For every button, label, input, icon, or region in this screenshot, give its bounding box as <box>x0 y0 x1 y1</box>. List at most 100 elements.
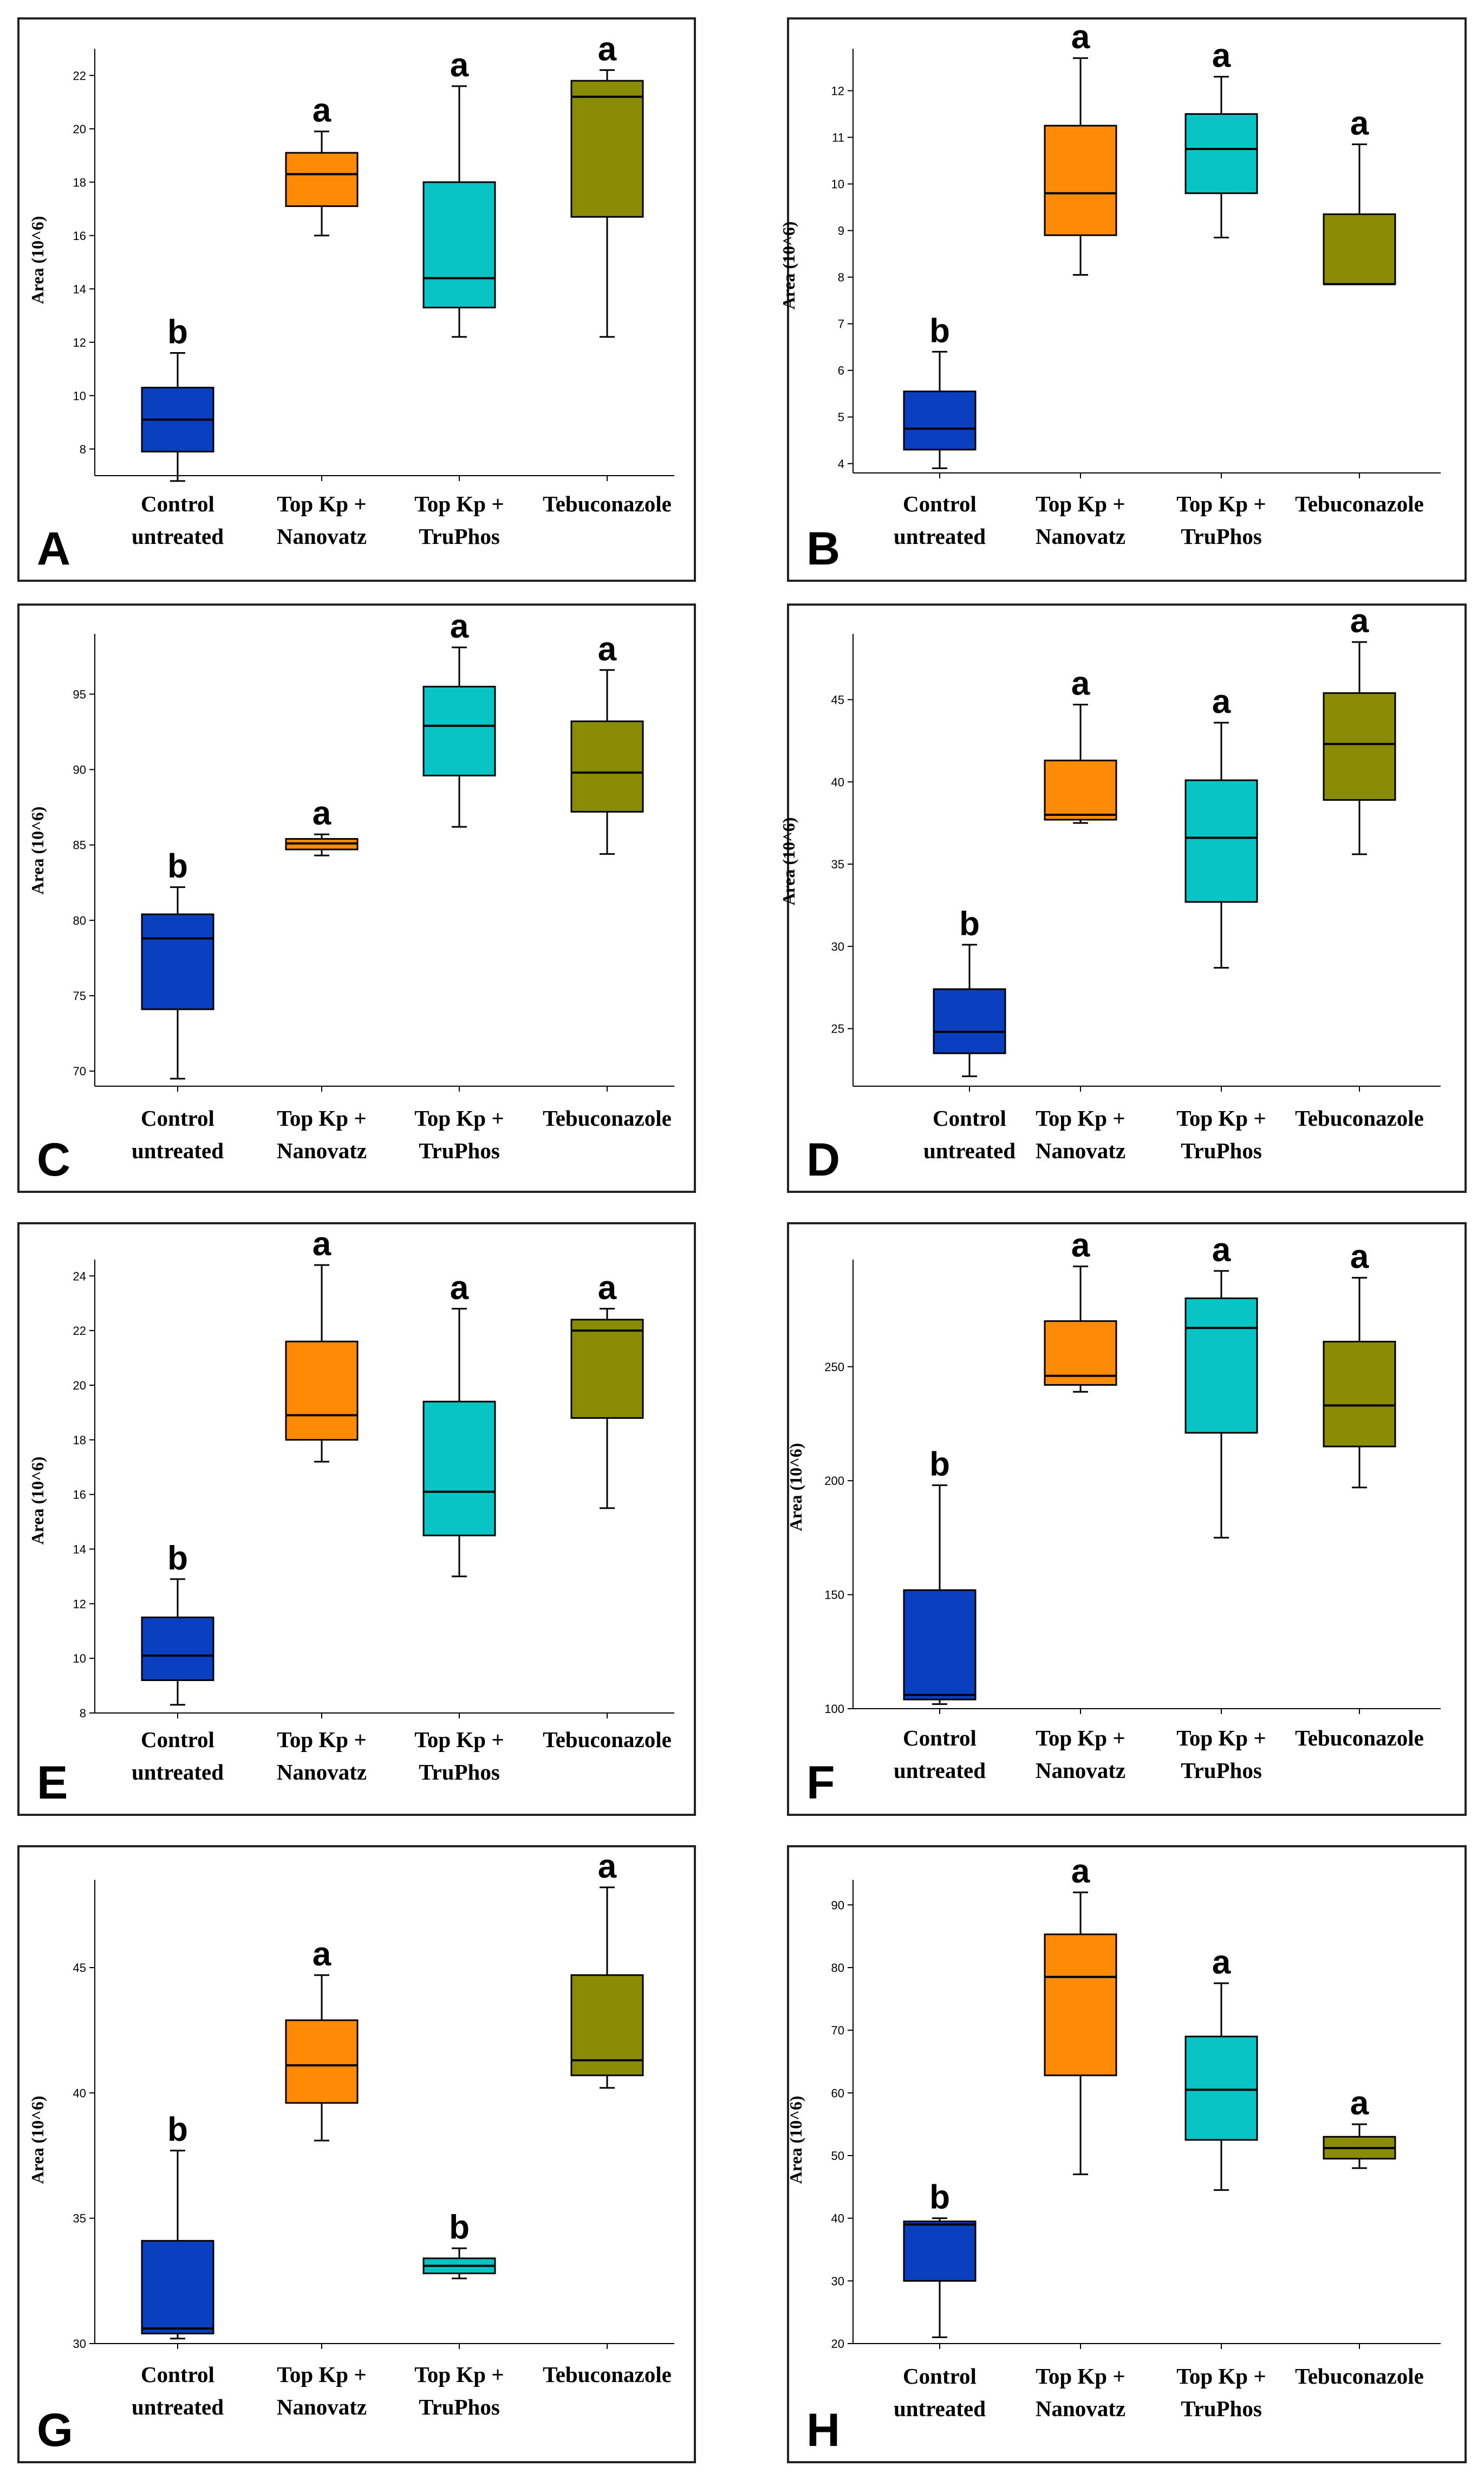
category-label-line2: Nanovatz <box>1036 2396 1125 2421</box>
y-tick-label: 30 <box>831 2274 844 2288</box>
box-3: a <box>1184 683 1258 969</box>
y-tick-label: 11 <box>832 131 844 144</box>
box-1: b <box>933 905 1006 1078</box>
category-label: Tebuconazole <box>543 2362 672 2387</box>
box-2: a <box>1044 1853 1117 2176</box>
y-axis-label: Area (10^6) <box>786 2096 805 2184</box>
category-label: Control <box>141 1106 214 1131</box>
box-4: a <box>570 1848 644 2089</box>
box-1: b <box>141 313 214 482</box>
y-tick-label: 30 <box>831 940 844 953</box>
y-tick-label: 10 <box>73 389 86 403</box>
box-1: b <box>141 1540 214 1706</box>
significance-letter: b <box>167 313 188 351</box>
significance-letter: a <box>1071 1227 1090 1264</box>
category-label-line2: untreated <box>132 1760 224 1784</box>
significance-letter: a <box>1212 37 1231 75</box>
category-label-line2: Nanovatz <box>277 1760 367 1784</box>
category-label-line2: TruPhos <box>419 1138 500 1163</box>
category-label-line2: untreated <box>923 1138 1016 1163</box>
significance-letter: a <box>598 631 617 668</box>
category-label: Control <box>141 2362 214 2387</box>
category-label-line2: TruPhos <box>419 524 500 549</box>
box-1: b <box>141 2111 214 2340</box>
iqr-box <box>422 181 496 309</box>
box-2: a <box>285 1936 359 2141</box>
category-label-line2: TruPhos <box>419 1760 500 1784</box>
category-label: Top Kp + <box>1036 1106 1125 1131</box>
category-label: Top Kp + <box>1036 491 1125 516</box>
category-label-line2: TruPhos <box>1181 1758 1262 1783</box>
box-3: a <box>1184 1231 1258 1539</box>
y-axis-label: Area (10^6) <box>786 1443 805 1531</box>
significance-letter: a <box>1212 1231 1231 1269</box>
category-label: Top Kp + <box>1176 491 1266 516</box>
y-tick-label: 35 <box>73 2212 86 2225</box>
iqr-box <box>141 913 214 1010</box>
box-2: a <box>285 92 359 237</box>
iqr-box <box>285 152 359 207</box>
panel-e: 8 10 12 14 16 18 20 22 24 Area (10^6) b a a a Control u… <box>17 1222 696 1816</box>
y-tick-label: 7 <box>838 317 844 331</box>
significance-letter: a <box>1350 105 1369 142</box>
y-tick-label: 60 <box>831 2086 844 2100</box>
category-label: Tebuconazole <box>1295 491 1424 516</box>
y-tick-label: 150 <box>824 1588 844 1602</box>
box-2: a <box>285 795 359 856</box>
y-tick-label: 35 <box>831 858 844 871</box>
y-tick-label: 90 <box>831 1898 844 1912</box>
category-label-line2: Nanovatz <box>277 2394 367 2419</box>
category-label-line2: TruPhos <box>1181 1138 1262 1163</box>
y-axis-label: Area (10^6) <box>779 817 798 906</box>
significance-letter: a <box>598 30 617 68</box>
significance-letter: a <box>313 1936 331 1973</box>
category-label-line2: Nanovatz <box>1036 1138 1125 1163</box>
box-1: b <box>903 312 977 469</box>
significance-letter: a <box>1071 665 1090 703</box>
category-label: Top Kp + <box>277 1727 366 1752</box>
iqr-box <box>141 1617 214 1681</box>
y-tick-label: 20 <box>73 1379 86 1392</box>
category-label: Top Kp + <box>1176 1106 1266 1131</box>
significance-letter: a <box>1071 1853 1090 1890</box>
box-3: a <box>1184 1944 1258 2191</box>
panel-frame <box>787 17 1467 582</box>
y-tick-label: 40 <box>831 2212 844 2225</box>
box-4: a <box>1323 1238 1396 1489</box>
category-label: Tebuconazole <box>1295 2364 1424 2389</box>
panel-d: 25 30 35 40 45 Area (10^6) b a a a Control untreate… <box>779 602 1467 1193</box>
iqr-box <box>1184 2035 1258 2141</box>
iqr-box <box>422 1400 496 1536</box>
category-label: Top Kp + <box>1176 2364 1266 2389</box>
box-2: a <box>1044 18 1117 276</box>
iqr-box <box>903 2220 977 2282</box>
iqr-box <box>1184 1297 1258 1434</box>
box-1: b <box>903 1446 977 1705</box>
iqr-box <box>285 1340 359 1441</box>
y-tick-label: 80 <box>73 914 86 927</box>
y-axis-label: Area (10^6) <box>779 222 798 310</box>
y-tick-label: 8 <box>80 443 86 456</box>
significance-letter: a <box>1071 18 1090 56</box>
box-4: a <box>570 1269 644 1509</box>
box-4: a <box>570 631 644 855</box>
panel-letter: C <box>37 1134 70 1186</box>
category-label-line2: TruPhos <box>1181 2396 1262 2421</box>
panel-letter: B <box>806 523 840 575</box>
category-label: Control <box>903 2364 977 2389</box>
y-tick-label: 200 <box>824 1474 844 1488</box>
iqr-box <box>285 2019 359 2104</box>
category-label-line2: untreated <box>132 524 224 549</box>
y-tick-label: 90 <box>73 763 86 777</box>
category-label: Top Kp + <box>1176 1725 1266 1750</box>
significance-letter: a <box>450 47 469 84</box>
category-label: Control <box>903 1725 977 1750</box>
y-tick-label: 9 <box>838 224 844 238</box>
y-tick-label: 8 <box>838 271 844 284</box>
category-label: Control <box>141 1727 214 1752</box>
y-tick-label: 12 <box>831 84 844 98</box>
category-label-line2: untreated <box>132 2394 224 2419</box>
iqr-box <box>1184 113 1258 194</box>
box-1: b <box>903 2179 977 2338</box>
